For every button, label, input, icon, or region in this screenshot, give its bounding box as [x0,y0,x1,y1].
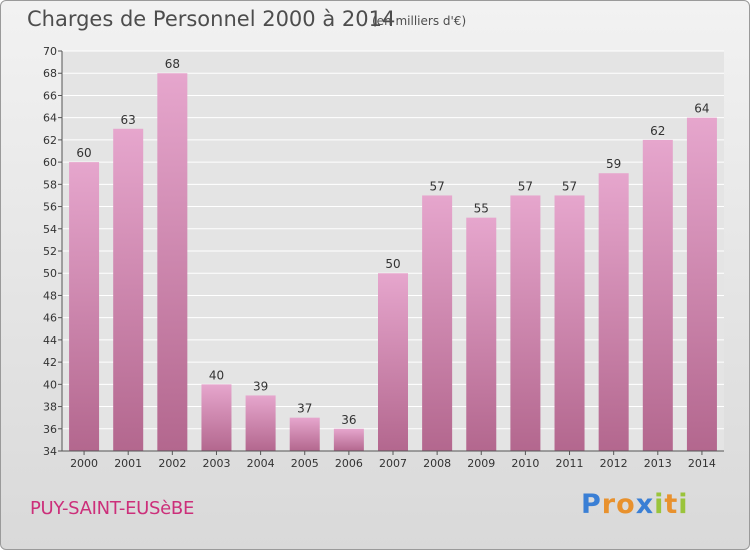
x-tick-label-2003: 2003 [202,457,230,470]
data-label-2011: 57 [562,179,577,193]
y-tick-label: 58 [43,178,57,191]
data-label-2002: 68 [165,57,180,71]
x-tick-label-2005: 2005 [291,457,319,470]
data-label-2009: 55 [474,202,489,216]
y-tick-label: 56 [43,201,57,214]
y-tick-label: 46 [43,312,57,325]
commune-name: PUY-SAINT-EUSèBE [30,498,195,519]
bar-2013 [642,139,673,451]
chart-title: Charges de Personnel 2000 à 2014 [27,7,396,31]
y-tick-label: 44 [43,334,57,347]
y-tick-label: 70 [43,45,57,58]
data-label-2008: 57 [429,179,444,193]
x-tick-label-2004: 2004 [247,457,275,470]
data-label-2001: 63 [121,113,136,127]
y-tick-label: 48 [43,289,57,302]
bar-2005 [289,417,320,451]
logo-letter: i [654,489,665,520]
bars: 60 63 68 40 39 37 36 50 57 55 57 57 59 62 64 [69,57,717,452]
logo-letter: o [616,489,636,520]
logo-letter: P [581,489,602,520]
y-tick-label: 42 [43,356,57,369]
bar-2006 [333,428,364,451]
logo-letter: r [601,489,617,520]
x-tick-label-2014: 2014 [688,457,716,470]
bar-2004 [245,395,276,451]
data-label-2014: 64 [694,102,709,116]
bar-2008 [422,195,453,451]
y-tick-label: 34 [43,445,57,458]
y-tick-label: 62 [43,134,57,147]
x-tick-label-2006: 2006 [335,457,363,470]
y-tick-label: 64 [43,112,57,125]
y-tick-label: 40 [43,378,57,391]
bar-2000 [69,162,100,451]
bar-2011 [554,195,585,451]
x-tick-label-2010: 2010 [511,457,539,470]
x-tick-label-2013: 2013 [644,457,672,470]
bar-2014 [686,117,717,452]
data-label-2013: 62 [650,124,665,138]
data-label-2012: 59 [606,157,621,171]
data-label-2000: 60 [76,146,91,160]
x-tick-label-2012: 2012 [600,457,628,470]
bar-2001 [113,128,144,451]
data-label-2005: 37 [297,402,312,416]
y-tick-label: 50 [43,267,57,280]
x-axis: 2000 2001 2002 2003 2004 2005 2006 2007 2008 2009… [62,450,724,470]
data-label-2010: 57 [518,179,533,193]
data-label-2007: 50 [385,257,400,271]
y-tick-label: 54 [43,223,57,236]
logo-letter: x [635,489,655,520]
x-tick-label-2002: 2002 [158,457,186,470]
chart-subtitle: (en milliers d'€) [372,14,467,28]
y-tick-label: 52 [43,245,57,258]
x-tick-label-2009: 2009 [467,457,495,470]
y-tick-label: 66 [43,89,57,102]
y-tick-label: 68 [43,67,57,80]
x-tick-label-2011: 2011 [556,457,584,470]
y-tick-label: 60 [43,156,57,169]
y-tick-label: 38 [43,401,57,414]
bar-2007 [377,273,409,451]
y-axis: 34 36 38 40 42 44 46 48 50 52 54 56 58 60 62 64 66 68 70 [43,45,63,458]
x-tick-label-2000: 2000 [70,457,98,470]
logo-letter: t [664,489,679,520]
y-tick-label: 36 [43,423,57,436]
bar-2012 [598,173,629,451]
x-tick-label-2001: 2001 [114,457,142,470]
bar-2009 [466,217,497,451]
proxiti-logo[interactable]: Proxiti [581,489,689,520]
bar-2003 [201,384,232,451]
bar-2010 [510,195,541,451]
bar-2002 [157,73,188,451]
x-tick-label-2007: 2007 [379,457,407,470]
data-label-2003: 40 [209,368,224,382]
logo-letter: i [678,489,689,520]
x-tick-label-2008: 2008 [423,457,451,470]
data-label-2006: 36 [341,413,356,427]
data-label-2004: 39 [253,379,268,393]
